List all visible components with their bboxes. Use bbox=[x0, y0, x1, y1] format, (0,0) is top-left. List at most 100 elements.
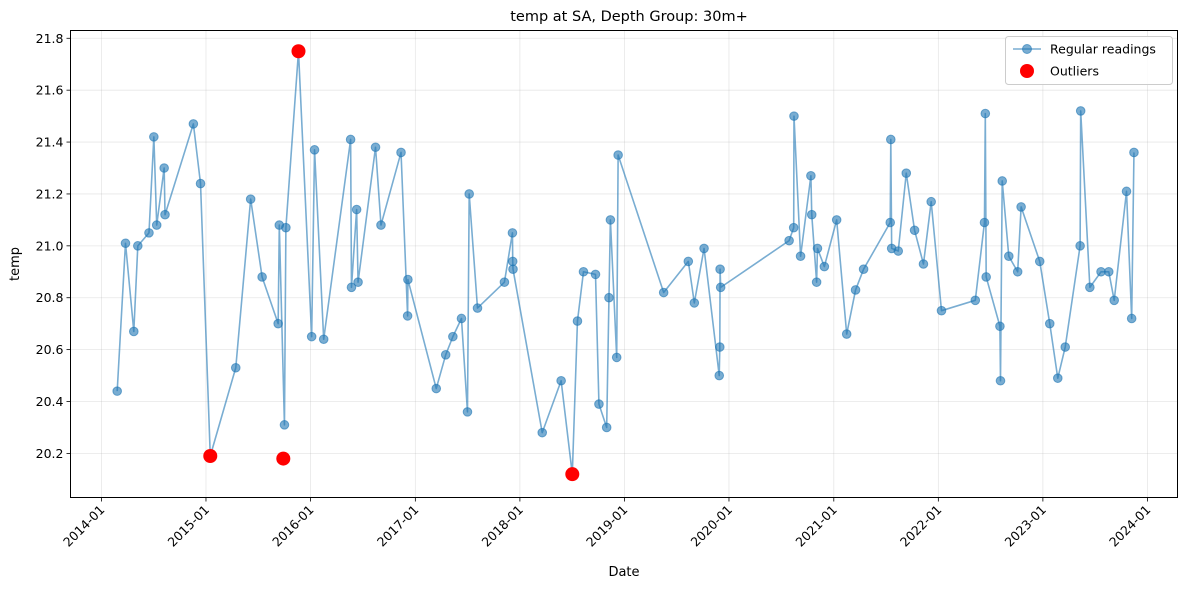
regular-reading-point bbox=[1016, 202, 1026, 212]
regular-reading-point bbox=[160, 209, 170, 220]
regular-reading-point bbox=[120, 238, 131, 249]
regular-reading-point bbox=[689, 298, 700, 308]
legend-outlier-marker bbox=[1020, 64, 1034, 78]
regular-reading-point bbox=[195, 178, 206, 189]
regular-reading-point bbox=[1004, 251, 1014, 262]
y-tick-label: 21.6 bbox=[36, 83, 64, 98]
regular-reading-point bbox=[601, 422, 612, 433]
plot-area-frame bbox=[70, 30, 1178, 498]
outlier-point bbox=[203, 448, 218, 463]
regular-reading-point bbox=[699, 243, 709, 254]
regular-reading-point bbox=[345, 134, 356, 145]
x-tick-label: 2016-01 bbox=[269, 502, 317, 550]
regular-reading-point bbox=[448, 331, 458, 342]
regular-reading-point bbox=[605, 215, 616, 225]
regular-reading-point bbox=[188, 119, 199, 129]
regular-reading-point bbox=[893, 246, 904, 256]
grid-lines bbox=[70, 30, 1178, 498]
regular-reading-point bbox=[1126, 313, 1137, 324]
regular-readings-line bbox=[116, 50, 1135, 475]
regular-reading-point bbox=[1060, 342, 1071, 352]
regular-reading-point bbox=[462, 407, 473, 417]
regular-reading-point bbox=[590, 269, 601, 280]
regular-reading-point bbox=[306, 331, 317, 342]
regular-reading-point bbox=[499, 277, 510, 287]
regular-reading-point bbox=[715, 282, 726, 293]
outlier-point bbox=[291, 44, 306, 59]
regular-reading-point bbox=[1075, 241, 1085, 251]
legend-box bbox=[1005, 36, 1173, 85]
regular-reading-point bbox=[901, 168, 912, 178]
x-axis-label: Date bbox=[608, 565, 639, 580]
y-tick-label: 20.4 bbox=[36, 394, 64, 409]
x-tick-label: 2022-01 bbox=[897, 502, 945, 550]
regular-reading-point bbox=[1052, 373, 1063, 383]
regular-reading-point bbox=[831, 215, 842, 225]
regular-reading-point bbox=[431, 383, 442, 394]
y-tick-label: 20.2 bbox=[36, 446, 64, 461]
regular-reading-point bbox=[472, 303, 483, 313]
regular-reading-point bbox=[885, 217, 896, 228]
regular-reading-point bbox=[918, 259, 929, 269]
y-axis-label: temp bbox=[8, 247, 23, 281]
regular-reading-point bbox=[613, 150, 623, 160]
regular-reading-point bbox=[970, 295, 981, 306]
regular-reading-point bbox=[1075, 106, 1086, 116]
x-tick-label: 2017-01 bbox=[374, 502, 422, 550]
regular-reading-point bbox=[1109, 295, 1120, 306]
legend-outlier-label: Outliers bbox=[1050, 64, 1099, 79]
regular-reading-point bbox=[112, 386, 122, 396]
regular-reading-point bbox=[149, 132, 159, 142]
regular-reading-point bbox=[981, 272, 991, 282]
regular-reading-point bbox=[537, 427, 548, 438]
regular-reading-point bbox=[273, 318, 283, 329]
regular-reading-point bbox=[885, 134, 896, 145]
regular-reading-point bbox=[370, 142, 381, 153]
regular-reading-point bbox=[1012, 266, 1023, 277]
outlier-point bbox=[565, 467, 580, 482]
regular-readings-series bbox=[112, 46, 1139, 479]
regular-reading-point bbox=[604, 292, 614, 303]
regular-reading-point bbox=[281, 222, 291, 233]
x-tick-label: 2020-01 bbox=[688, 502, 736, 550]
regular-reading-point bbox=[144, 228, 154, 238]
regular-reading-point bbox=[351, 204, 362, 215]
outlier-point bbox=[276, 451, 291, 466]
regular-reading-point bbox=[812, 243, 823, 254]
y-tick-label: 21.2 bbox=[36, 186, 64, 201]
regular-reading-point bbox=[819, 261, 830, 272]
regular-reading-point bbox=[811, 277, 822, 287]
regular-reading-point bbox=[1085, 282, 1095, 293]
regular-reading-point bbox=[1129, 147, 1139, 158]
regular-reading-point bbox=[279, 420, 290, 430]
regular-reading-point bbox=[658, 287, 669, 298]
regular-reading-point bbox=[995, 375, 1006, 386]
regular-reading-point bbox=[128, 326, 139, 337]
regular-reading-point bbox=[788, 222, 799, 233]
regular-reading-point bbox=[396, 147, 406, 158]
x-axis: 2014-01 2015-01 2016-01 2017-01 2018-01 2019-… bbox=[60, 497, 1154, 550]
regular-reading-point bbox=[795, 251, 806, 262]
regular-reading-point bbox=[715, 264, 725, 274]
regular-reading-point bbox=[159, 163, 169, 173]
regular-reading-point bbox=[508, 264, 518, 274]
legend-regular-label: Regular readings bbox=[1050, 42, 1156, 57]
regular-reading-point bbox=[1103, 266, 1114, 277]
regular-reading-point bbox=[806, 170, 816, 181]
regular-reading-point bbox=[309, 145, 320, 155]
y-tick-label: 20.8 bbox=[36, 290, 64, 305]
x-tick-label: 2018-01 bbox=[478, 502, 526, 550]
regular-reading-point bbox=[464, 189, 474, 199]
regular-reading-point bbox=[572, 316, 583, 326]
regular-reading-point bbox=[789, 111, 799, 121]
y-tick-label: 20.6 bbox=[36, 342, 64, 357]
regular-reading-point bbox=[402, 311, 413, 321]
regular-reading-point bbox=[936, 305, 947, 316]
regular-reading-point bbox=[594, 399, 604, 409]
x-tick-label: 2023-01 bbox=[1001, 502, 1049, 550]
regular-reading-point bbox=[979, 217, 990, 228]
x-tick-label: 2014-01 bbox=[60, 502, 108, 550]
y-tick-label: 21.8 bbox=[36, 31, 64, 46]
x-tick-label: 2021-01 bbox=[792, 502, 840, 550]
